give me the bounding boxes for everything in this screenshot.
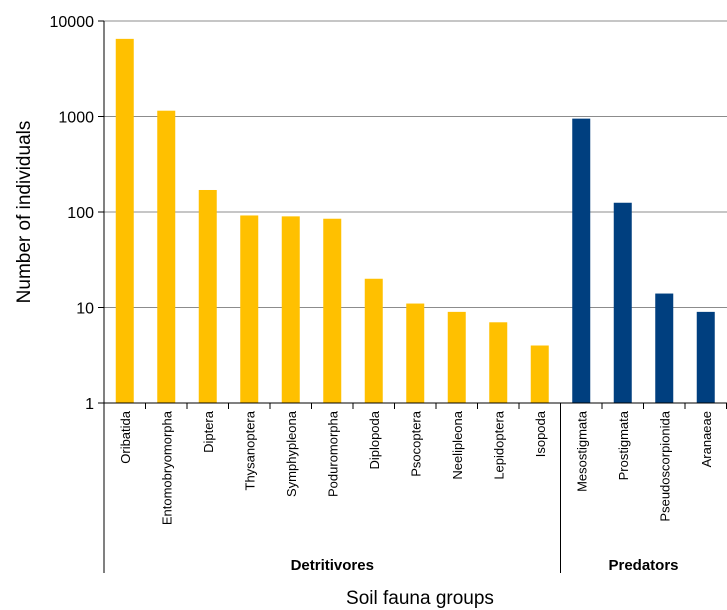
y-tick-label: 1000 xyxy=(58,110,94,127)
x-tick-label: Thysanoptera xyxy=(242,410,257,490)
x-tick-label: Entomobryomorpha xyxy=(159,410,174,525)
y-axis-title: Number of individuals xyxy=(14,121,35,304)
bar xyxy=(530,345,549,403)
group-label: Predators xyxy=(608,557,678,574)
x-axis-title: Soil fauna groups xyxy=(346,588,494,609)
bar xyxy=(157,110,176,403)
x-tick-label: Psocoptera xyxy=(408,410,423,477)
x-tick-label: Diplopoda xyxy=(367,410,382,469)
x-tick-label: Pseudoscorpionida xyxy=(657,410,672,521)
group-label: Detritivores xyxy=(291,557,374,574)
x-tick-label: Symphypleona xyxy=(284,410,299,497)
bar xyxy=(198,189,217,403)
x-tick-label: Mesostigmata xyxy=(574,410,589,492)
x-tick-label: Aranaeae xyxy=(699,411,714,467)
group-labels: Detritivores Predators xyxy=(291,557,679,574)
axes xyxy=(98,20,727,573)
y-tick-label: 100 xyxy=(67,205,94,222)
x-tick-label: Prostigmata xyxy=(616,410,631,480)
gridlines xyxy=(104,20,727,308)
y-tick-label: 10 xyxy=(76,301,94,318)
x-tick-label: Neelipleona xyxy=(450,410,465,479)
x-tick-label: Diptera xyxy=(201,410,216,453)
x-tick-label: Lepidoptera xyxy=(491,410,506,479)
y-tick-labels: 1 10 100 1000 10000 xyxy=(50,14,95,413)
x-tick-label: Oribatida xyxy=(118,410,133,464)
y-tick-label: 1 xyxy=(85,396,94,413)
y-tick-label: 10000 xyxy=(50,14,95,31)
x-tick-label: Isopoda xyxy=(533,410,548,457)
bar xyxy=(696,311,715,403)
x-tick-label: Poduromorpha xyxy=(325,410,340,497)
bar xyxy=(572,118,591,404)
bar xyxy=(447,311,466,403)
bar xyxy=(281,216,300,403)
bar xyxy=(240,215,259,403)
bar xyxy=(489,322,508,403)
bar xyxy=(364,278,383,403)
bars xyxy=(115,38,715,404)
bar xyxy=(115,38,134,404)
bar xyxy=(323,218,342,403)
x-tick-labels: Oribatida Entomobryomorpha Diptera Thysanop… xyxy=(118,410,714,525)
bar xyxy=(613,202,632,403)
bar xyxy=(655,293,674,403)
bar xyxy=(406,303,425,403)
